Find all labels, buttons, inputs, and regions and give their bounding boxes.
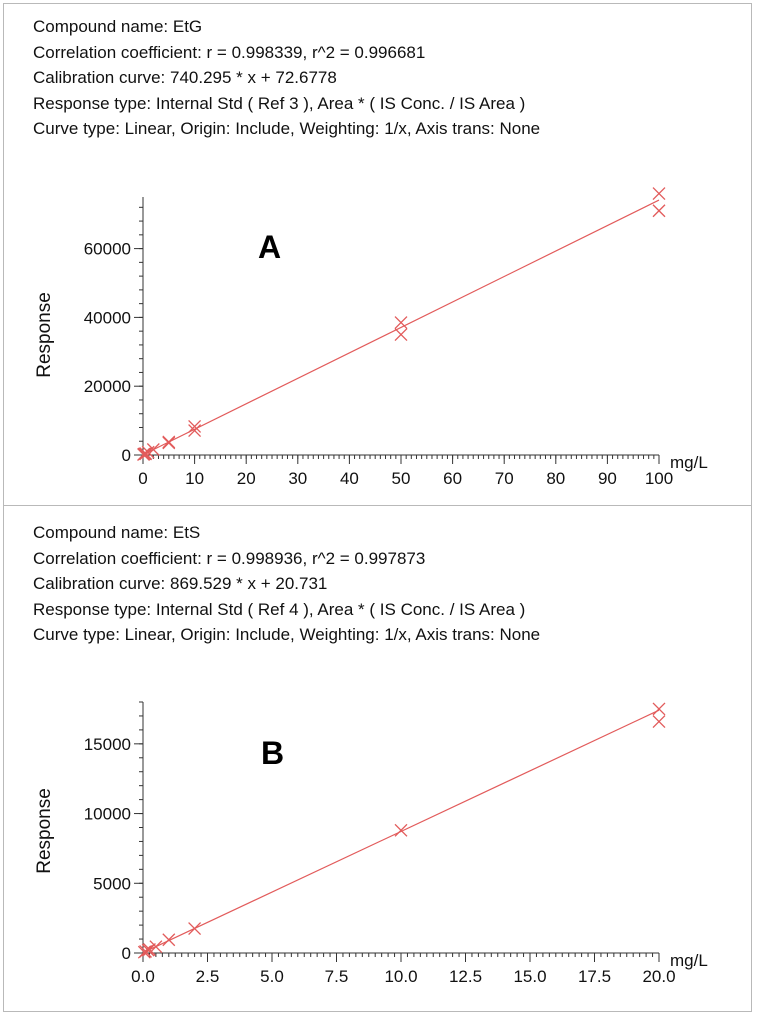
correlation-coefficient: Correlation coefficient: r = 0.998936, r… [33, 548, 426, 568]
panel-ets-info: Compound name: EtS Correlation coefficie… [33, 520, 540, 648]
x-tick-label: 20 [237, 469, 256, 488]
y-minor-ticks [139, 701, 143, 954]
calibration-fit-line [142, 199, 660, 456]
y-tick-label: 5000 [93, 874, 131, 893]
y-tick-label: 10000 [84, 805, 131, 824]
calibration-fit-line [142, 709, 660, 954]
x-tick-label: 50 [392, 469, 411, 488]
x-tick-label: 0 [138, 469, 147, 488]
panel-label: A [258, 229, 281, 265]
x-tick-label: 60 [443, 469, 462, 488]
y-tick-label: 60000 [84, 240, 131, 259]
compound-name: Compound name: EtS [33, 523, 201, 542]
x-tick-label: 15.0 [513, 967, 546, 986]
compound-name: Compound name: EtG [33, 17, 203, 36]
x-tick-label: 80 [546, 469, 565, 488]
calibration-plot-etg: 0 10 20 30 40 50 60 70 80 90 100 0 20000 40000 60000 Re… [34, 187, 708, 488]
calibration-curve: Calibration curve: 869.529 * x + 20.731 [33, 574, 328, 593]
calibration-plot-ets: 0.0 2.5 5.0 7.5 10.0 12.5 15.0 17.5 20.0 0 5000 100… [34, 701, 708, 986]
data-point [394, 316, 408, 330]
x-tick-label: 70 [495, 469, 514, 488]
data-point [652, 187, 666, 201]
data-point [162, 435, 176, 449]
x-axis-unit-label: mg/L [670, 453, 708, 472]
data-point [142, 943, 156, 956]
x-tick-label: 5.0 [260, 967, 284, 986]
y-tick-label: 40000 [84, 308, 131, 327]
x-axis-unit-label: mg/L [670, 951, 708, 970]
figure-frame [3, 3, 752, 1012]
curve-type: Curve type: Linear, Origin: Include, Wei… [33, 119, 541, 138]
y-tick-label: 15000 [84, 735, 131, 754]
response-type: Response type: Internal Std ( Ref 4 ), A… [33, 599, 526, 619]
correlation-coefficient: Correlation coefficient: r = 0.998339, r… [33, 42, 426, 62]
data-point [146, 443, 160, 456]
x-tick-label: 100 [645, 469, 673, 488]
data-point [162, 436, 176, 450]
data-point [188, 419, 202, 433]
x-tick-label: 10.0 [384, 967, 417, 986]
x-tick-label: 2.5 [196, 967, 220, 986]
response-type: Response type: Internal Std ( Ref 3 ), A… [33, 93, 526, 113]
x-tick-label: 30 [288, 469, 307, 488]
data-point [188, 424, 202, 438]
x-tick-label: 20.0 [642, 967, 675, 986]
curve-type: Curve type: Linear, Origin: Include, Wei… [33, 625, 541, 644]
x-tick-label: 17.5 [578, 967, 611, 986]
y-axis-label: Response [34, 788, 55, 874]
y-minor-ticks [139, 206, 143, 456]
data-point [188, 922, 202, 936]
data-point [652, 702, 666, 716]
x-tick-label: 7.5 [325, 967, 349, 986]
panel-etg: Compound name: EtG Correlation coefficie… [0, 0, 757, 505]
panel-etg-info: Compound name: EtG Correlation coefficie… [33, 14, 540, 142]
x-tick-label: 10 [185, 469, 204, 488]
y-axis-label: Response [34, 292, 55, 378]
x-tick-label: 90 [598, 469, 617, 488]
x-tick-label: 12.5 [449, 967, 482, 986]
panel-divider [3, 505, 752, 506]
calibration-curve: Calibration curve: 740.295 * x + 72.6778 [33, 68, 337, 87]
y-tick-label: 20000 [84, 377, 131, 396]
panel-label: B [261, 735, 284, 771]
x-tick-label: 0.0 [131, 967, 155, 986]
data-point [394, 328, 408, 342]
data-point [652, 715, 666, 728]
y-tick-label: 0 [122, 944, 131, 963]
data-point [394, 823, 408, 837]
x-tick-label: 40 [340, 469, 359, 488]
data-point [149, 940, 163, 954]
data-point [162, 933, 176, 947]
panel-ets: Compound name: EtS Correlation coefficie… [0, 506, 757, 1011]
data-point [139, 945, 153, 958]
y-tick-label: 0 [122, 446, 131, 465]
data-point [652, 204, 666, 218]
